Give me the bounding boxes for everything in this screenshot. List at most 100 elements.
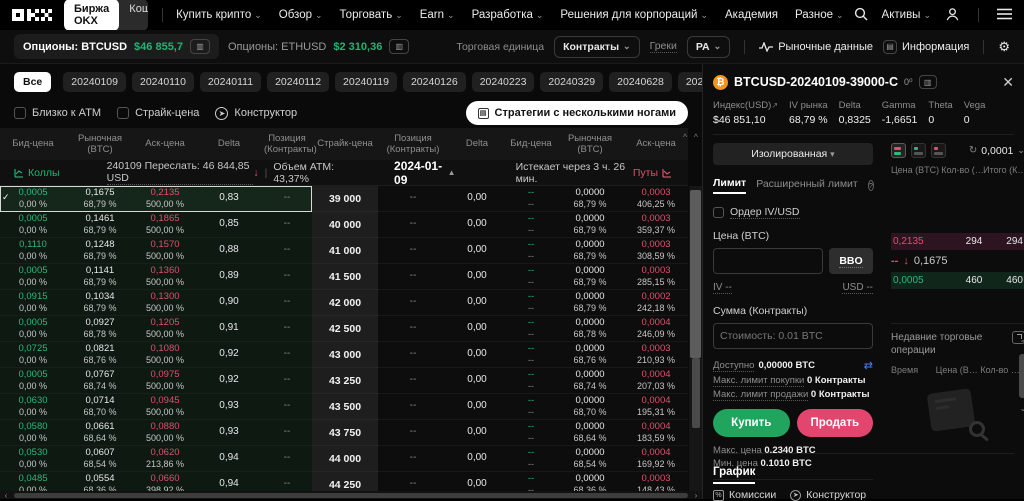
table-row[interactable]: 0,0005 0,00 % 0,0927 68,78 % 0,1205 500,00 % 0… (0, 316, 688, 342)
builder-link[interactable]: ➤ Конструктор (790, 489, 866, 501)
fees-link[interactable]: % Комиссии (713, 489, 776, 501)
table-row[interactable]: 0,0005 0,00 % 0,1461 68,79 % 0,1865 500,00 % 0… (0, 212, 688, 238)
trades-scrollbar[interactable]: ⌃ ⌄ (1017, 339, 1024, 449)
buy-button[interactable]: Купить (713, 409, 790, 437)
table-row[interactable]: 0,0005 0,00 % 0,1141 68,79 % 0,1360 500,00 % 0… (0, 264, 688, 290)
orderbook-toggle-icon[interactable]: ▥ (389, 39, 410, 54)
put-ask-iv: 195,31 % (636, 406, 676, 417)
sell-button[interactable]: Продать (796, 409, 873, 437)
hamburger-menu-icon[interactable] (997, 8, 1012, 22)
expiry-tab[interactable]: 20240628 (609, 72, 672, 92)
scroll-left-icon[interactable]: ‹ (4, 490, 8, 500)
expiry-tab[interactable]: 20240110 (131, 72, 194, 92)
table-row[interactable]: 0,0915 0,00 % 0,1034 68,79 % 0,1300 500,00 % 0… (0, 290, 688, 316)
expiry-tab[interactable]: 20240112 (267, 72, 330, 92)
eth-ticker[interactable]: Опционы: ETHUSD $2 310,36 ▥ (219, 34, 418, 59)
scroll-right-icon[interactable]: › (694, 490, 698, 500)
chevron-down-icon: ⌄ (700, 9, 708, 20)
assets-menu[interactable]: Активы ⌄ (882, 9, 931, 21)
btc-ticker[interactable]: Опционы: BTCUSD $46 855,7 ▥ (14, 34, 219, 59)
table-row[interactable]: 0,0005 0,00 % 0,0767 68,74 % 0,0975 500,00 % 0… (0, 368, 688, 394)
expiry-tab[interactable]: 20240927 (677, 72, 702, 92)
tab-advanced-limit[interactable]: Расширенный лимит (756, 178, 858, 190)
help-icon[interactable]: ? (867, 180, 874, 191)
calls-side: 0,0005 0,00 % 0,0927 68,78 % 0,1205 500,00 % 0… (0, 316, 312, 342)
okx-logo[interactable] (12, 8, 52, 22)
iv-usd-checkbox[interactable]: Ордер IV/USD (713, 206, 873, 219)
checkbox-icon (117, 107, 130, 119)
toggle-wallet[interactable]: Кошелек (129, 3, 148, 15)
expiry-tab[interactable]: 20240329 (540, 72, 604, 92)
precision-select[interactable]: ↻ 0,0001 ⌄ (969, 145, 1024, 157)
toggle-exchange[interactable]: Биржа OKX (64, 0, 120, 31)
expiry-tab[interactable]: 20240109 (63, 72, 126, 92)
options-chain-area: Все 20240109 20240110 20240111 20240112 2024… (0, 64, 702, 499)
strike-checkbox[interactable]: Страйк-цена (117, 107, 199, 119)
call-position: -- (283, 192, 291, 204)
scrollbar-thumb[interactable] (690, 190, 701, 358)
trading-unit-select[interactable]: Контракты ⌄ (554, 35, 640, 58)
tab-chart[interactable]: График (713, 466, 756, 484)
btc-ticker-price: $46 855,7 (134, 40, 183, 53)
orderbook-layout-both-icon[interactable] (891, 143, 906, 158)
tab-limit[interactable]: Лимит (713, 177, 747, 194)
settings-gear-icon[interactable]: ⚙ (998, 39, 1010, 54)
collapse-icons[interactable]: ^ ^ (683, 132, 700, 142)
horizontal-scrollbar[interactable]: ‹ › (0, 491, 702, 499)
nav-item-label: Торговать (339, 9, 393, 21)
nav-item[interactable]: Торговать ⌄ (340, 9, 403, 21)
put-bid: -- -- (506, 342, 556, 367)
scroll-down-icon[interactable]: ⌄ (1019, 404, 1024, 413)
settlement-info[interactable]: 240109 Переслать: 46 844,85 USD (106, 160, 254, 185)
scrollbar-thumb[interactable] (1019, 354, 1024, 398)
nav-item[interactable]: Решения для корпораций ⌄ (560, 9, 708, 21)
table-row[interactable]: 0,0530 0,00 % 0,0607 68,54 % 0,0620 213,86 % 0… (0, 446, 688, 472)
expiry-tab[interactable]: 20240126 (402, 72, 466, 92)
expiry-tab[interactable]: 20240111 (199, 72, 262, 92)
nav-item[interactable]: Разное ⌄ (795, 9, 844, 21)
info-link[interactable]: ▤ Информация (882, 39, 969, 54)
swap-icon[interactable]: ⇄ (863, 360, 873, 372)
stat-label: Delta (838, 100, 861, 111)
multi-leg-strategies-button[interactable]: ▤ Стратегии с несколькими ногами (465, 101, 688, 125)
call-bid-iv: 0,00 % (18, 250, 48, 261)
orderbook-layout-asks-icon[interactable] (931, 143, 946, 158)
scrollbar-thumb[interactable] (14, 492, 688, 498)
table-row[interactable]: 0,0630 0,00 % 0,0714 68,70 % 0,0945 500,00 % 0… (0, 394, 688, 420)
greeks-select[interactable]: PA ⌄ (686, 35, 731, 58)
profile-icon[interactable] (945, 7, 960, 24)
nav-item[interactable]: Купить крипто ⌄ (176, 9, 262, 21)
price-input[interactable] (713, 248, 823, 274)
table-row[interactable]: ✓ 0,0005 0,00 % 0,1675 68,79 % 0,2135 500,00 %… (0, 186, 688, 212)
compare-icon[interactable]: ▥ (918, 75, 937, 89)
orderbook-layout-bids-icon[interactable] (911, 143, 926, 158)
orderbook-bid-row[interactable]: 0,0005 460 460 (891, 272, 1024, 289)
expiry-tab-all[interactable]: Все (14, 72, 52, 92)
table-row[interactable]: 0,0725 0,00 % 0,0821 68,76 % 0,1080 500,00 % 0… (0, 342, 688, 368)
scrollbar-thumb[interactable] (692, 358, 700, 428)
nav-item[interactable]: Разработка ⌄ (472, 9, 544, 21)
expiry-tab[interactable]: 20240223 (471, 72, 535, 92)
margin-mode-select[interactable]: Изолированная ▾ (713, 143, 873, 165)
amount-input[interactable] (713, 323, 873, 349)
strike-price: 43 250 (312, 368, 378, 394)
orderbook-ask-row[interactable]: 0,2135 294 294 (891, 233, 1024, 250)
nav-item[interactable]: Обзор ⌄ (279, 9, 323, 21)
expiry-date[interactable]: 2024-01-09 (394, 158, 443, 187)
nav-item[interactable]: Академия (725, 9, 778, 21)
call-bid-value: 0,0915 (18, 290, 48, 302)
orderbook-toggle-icon[interactable]: ▥ (189, 39, 210, 54)
expiry-tab[interactable]: 20240119 (335, 72, 397, 92)
bbo-button[interactable]: BBO (829, 248, 873, 274)
builder-link[interactable]: ➤ Конструктор (215, 106, 297, 120)
vertical-scrollbar[interactable] (689, 186, 702, 499)
close-atm-checkbox[interactable]: Близко к ATM (14, 107, 101, 119)
table-row[interactable]: 0,0580 0,00 % 0,0661 68,64 % 0,0880 500,00 % 0… (0, 420, 688, 446)
table-row[interactable]: 0,1110 0,00 % 0,1248 68,79 % 0,1570 500,00 % 0… (0, 238, 688, 264)
search-icon[interactable] (854, 7, 868, 23)
close-icon[interactable]: ✕ (1002, 73, 1014, 90)
market-data-link[interactable]: Рыночные данные (759, 41, 873, 53)
call-ask-iv: 398,92 % (145, 484, 185, 495)
scroll-up-icon[interactable]: ⌃ (1019, 339, 1024, 348)
nav-item[interactable]: Earn ⌄ (420, 9, 455, 21)
